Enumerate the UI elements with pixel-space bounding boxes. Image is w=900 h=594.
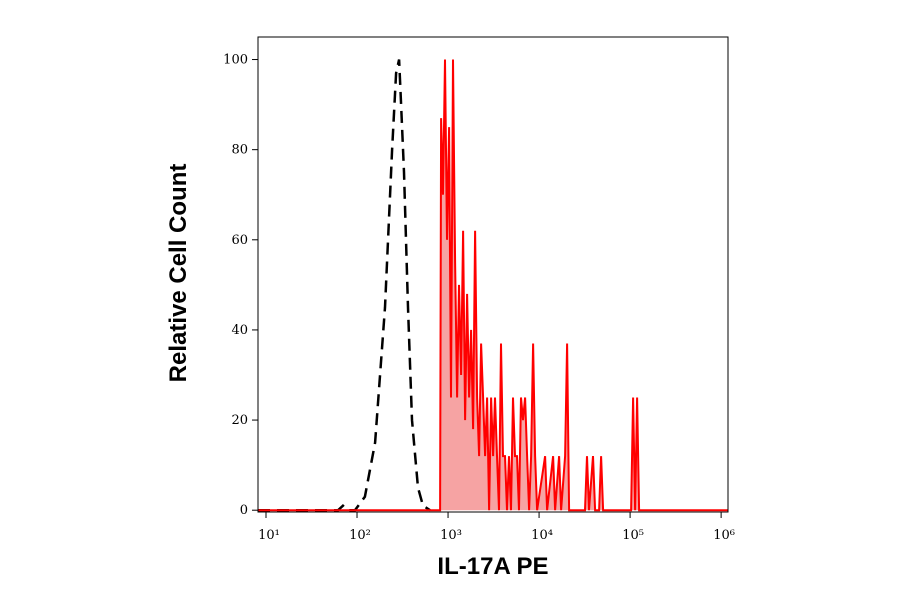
- dashed-line: [258, 59, 431, 512]
- y-tick-label: 80: [231, 143, 248, 158]
- y-tick-label: 60: [231, 233, 248, 248]
- x-tick-label: 10⁶: [713, 528, 735, 543]
- x-axis-title: IL-17A PE: [437, 553, 548, 580]
- x-tick-label: 10²: [349, 528, 371, 543]
- x-tick-label: 10⁴: [531, 528, 553, 543]
- y-tick-label: 20: [231, 413, 248, 428]
- y-tick-label: 0: [240, 503, 248, 518]
- y-axis-title: Relative Cell Count: [165, 164, 192, 383]
- line: [258, 59, 728, 512]
- plot-frame: [257, 36, 729, 513]
- y-tick-label: 40: [231, 323, 248, 338]
- x-tick-label: 10¹: [258, 528, 280, 543]
- y-tick-label: 100: [223, 53, 248, 68]
- x-tick-label: 10⁵: [622, 528, 644, 543]
- x-tick-label: 10³: [440, 528, 462, 543]
